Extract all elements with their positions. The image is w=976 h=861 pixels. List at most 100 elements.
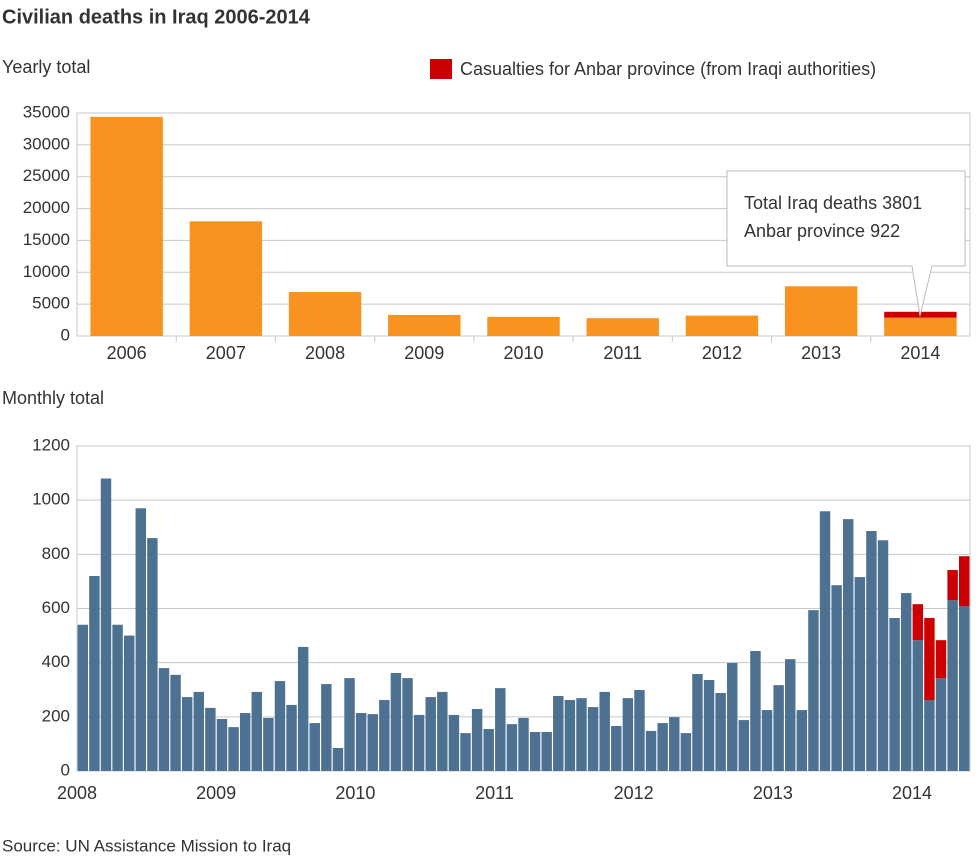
bar	[958, 606, 970, 771]
x-tick-label: 2009	[404, 343, 444, 363]
bar	[773, 685, 784, 771]
bar	[471, 708, 483, 771]
bar	[483, 729, 494, 771]
y-tick-label: 35000	[23, 102, 70, 121]
bar	[703, 680, 715, 771]
bar	[831, 585, 842, 771]
bar	[657, 723, 668, 771]
x-tick-label: 2012	[702, 343, 742, 363]
subtitle: Monthly total	[2, 388, 104, 408]
bar	[553, 695, 564, 771]
bar	[193, 691, 204, 771]
bar	[541, 732, 552, 771]
bar	[367, 714, 378, 771]
bar	[586, 318, 659, 336]
bar	[487, 316, 560, 336]
bar	[947, 600, 958, 771]
y-tick-label: 1200	[32, 435, 70, 454]
bar	[634, 690, 645, 771]
bar	[935, 640, 947, 679]
bar	[89, 576, 100, 771]
bar	[123, 635, 135, 771]
subtitle: Yearly total	[2, 57, 90, 77]
y-tick-label: 0	[61, 325, 70, 344]
bar	[599, 691, 610, 771]
source: Source: UN Assistance Mission to Iraq	[2, 836, 291, 855]
bar	[819, 511, 831, 771]
bar	[518, 717, 529, 771]
bar	[239, 713, 251, 771]
bar	[866, 531, 877, 771]
x-tick-label: 2008	[57, 783, 97, 803]
bar	[274, 681, 286, 771]
bar	[958, 556, 970, 607]
y-tick-label: 30000	[23, 134, 70, 153]
bar	[379, 700, 390, 771]
bar	[77, 624, 89, 771]
page-title: Civilian deaths in Iraq 2006-2014	[2, 6, 311, 28]
y-tick-label: 400	[42, 652, 70, 671]
annotation-text: Total Iraq deaths 3801	[744, 193, 922, 213]
legend-label: Casualties for Anbar province (from Iraq…	[460, 59, 876, 79]
bar	[884, 317, 957, 336]
bar	[309, 723, 320, 771]
bar	[529, 732, 541, 771]
annotation-text: Anbar province 922	[744, 221, 900, 241]
bar	[332, 747, 344, 771]
bar	[685, 315, 759, 336]
bar	[587, 707, 599, 771]
bar	[355, 713, 367, 771]
bar	[251, 691, 262, 771]
x-tick-label: 2014	[900, 343, 940, 363]
bar	[495, 688, 506, 771]
x-tick-label: 2011	[475, 783, 514, 803]
y-tick-label: 800	[42, 544, 70, 563]
bar	[900, 593, 912, 771]
bar	[692, 674, 703, 771]
bar	[216, 719, 228, 771]
bar	[321, 684, 332, 771]
x-tick-label: 2012	[614, 783, 654, 803]
bar	[448, 714, 460, 771]
x-tick-label: 2006	[107, 343, 147, 363]
bar	[935, 678, 947, 771]
x-tick-label: 2010	[503, 343, 543, 363]
annotation-box	[726, 170, 966, 317]
y-tick-label: 1000	[32, 490, 70, 509]
x-tick-label: 2013	[753, 783, 793, 803]
bar	[796, 710, 808, 771]
bar	[181, 697, 193, 771]
bar	[785, 659, 796, 771]
x-tick-label: 2009	[196, 783, 236, 803]
bar	[413, 714, 425, 771]
bar	[924, 700, 935, 771]
x-tick-label: 2007	[206, 343, 246, 363]
bar	[460, 733, 471, 771]
y-tick-label: 15000	[23, 230, 70, 249]
bar	[437, 691, 448, 771]
x-tick-label: 2008	[305, 343, 345, 363]
x-tick-label: 2010	[335, 783, 375, 803]
bar	[228, 727, 239, 771]
bar	[947, 570, 958, 601]
x-tick-label: 2011	[603, 343, 642, 363]
bar	[402, 678, 413, 771]
bar	[135, 508, 147, 771]
bar	[147, 538, 158, 771]
y-tick-label: 25000	[23, 166, 70, 185]
bar	[738, 720, 750, 771]
bar	[784, 286, 858, 336]
bar	[622, 698, 634, 771]
bar	[288, 292, 362, 336]
bar	[854, 577, 866, 771]
bar	[877, 540, 889, 771]
bar	[388, 314, 461, 336]
bar	[263, 717, 274, 771]
y-tick-label: 0	[61, 760, 70, 779]
bar	[506, 724, 518, 771]
legend-swatch	[430, 59, 452, 79]
bar	[205, 707, 216, 771]
bar	[889, 617, 900, 771]
bar	[680, 733, 692, 771]
